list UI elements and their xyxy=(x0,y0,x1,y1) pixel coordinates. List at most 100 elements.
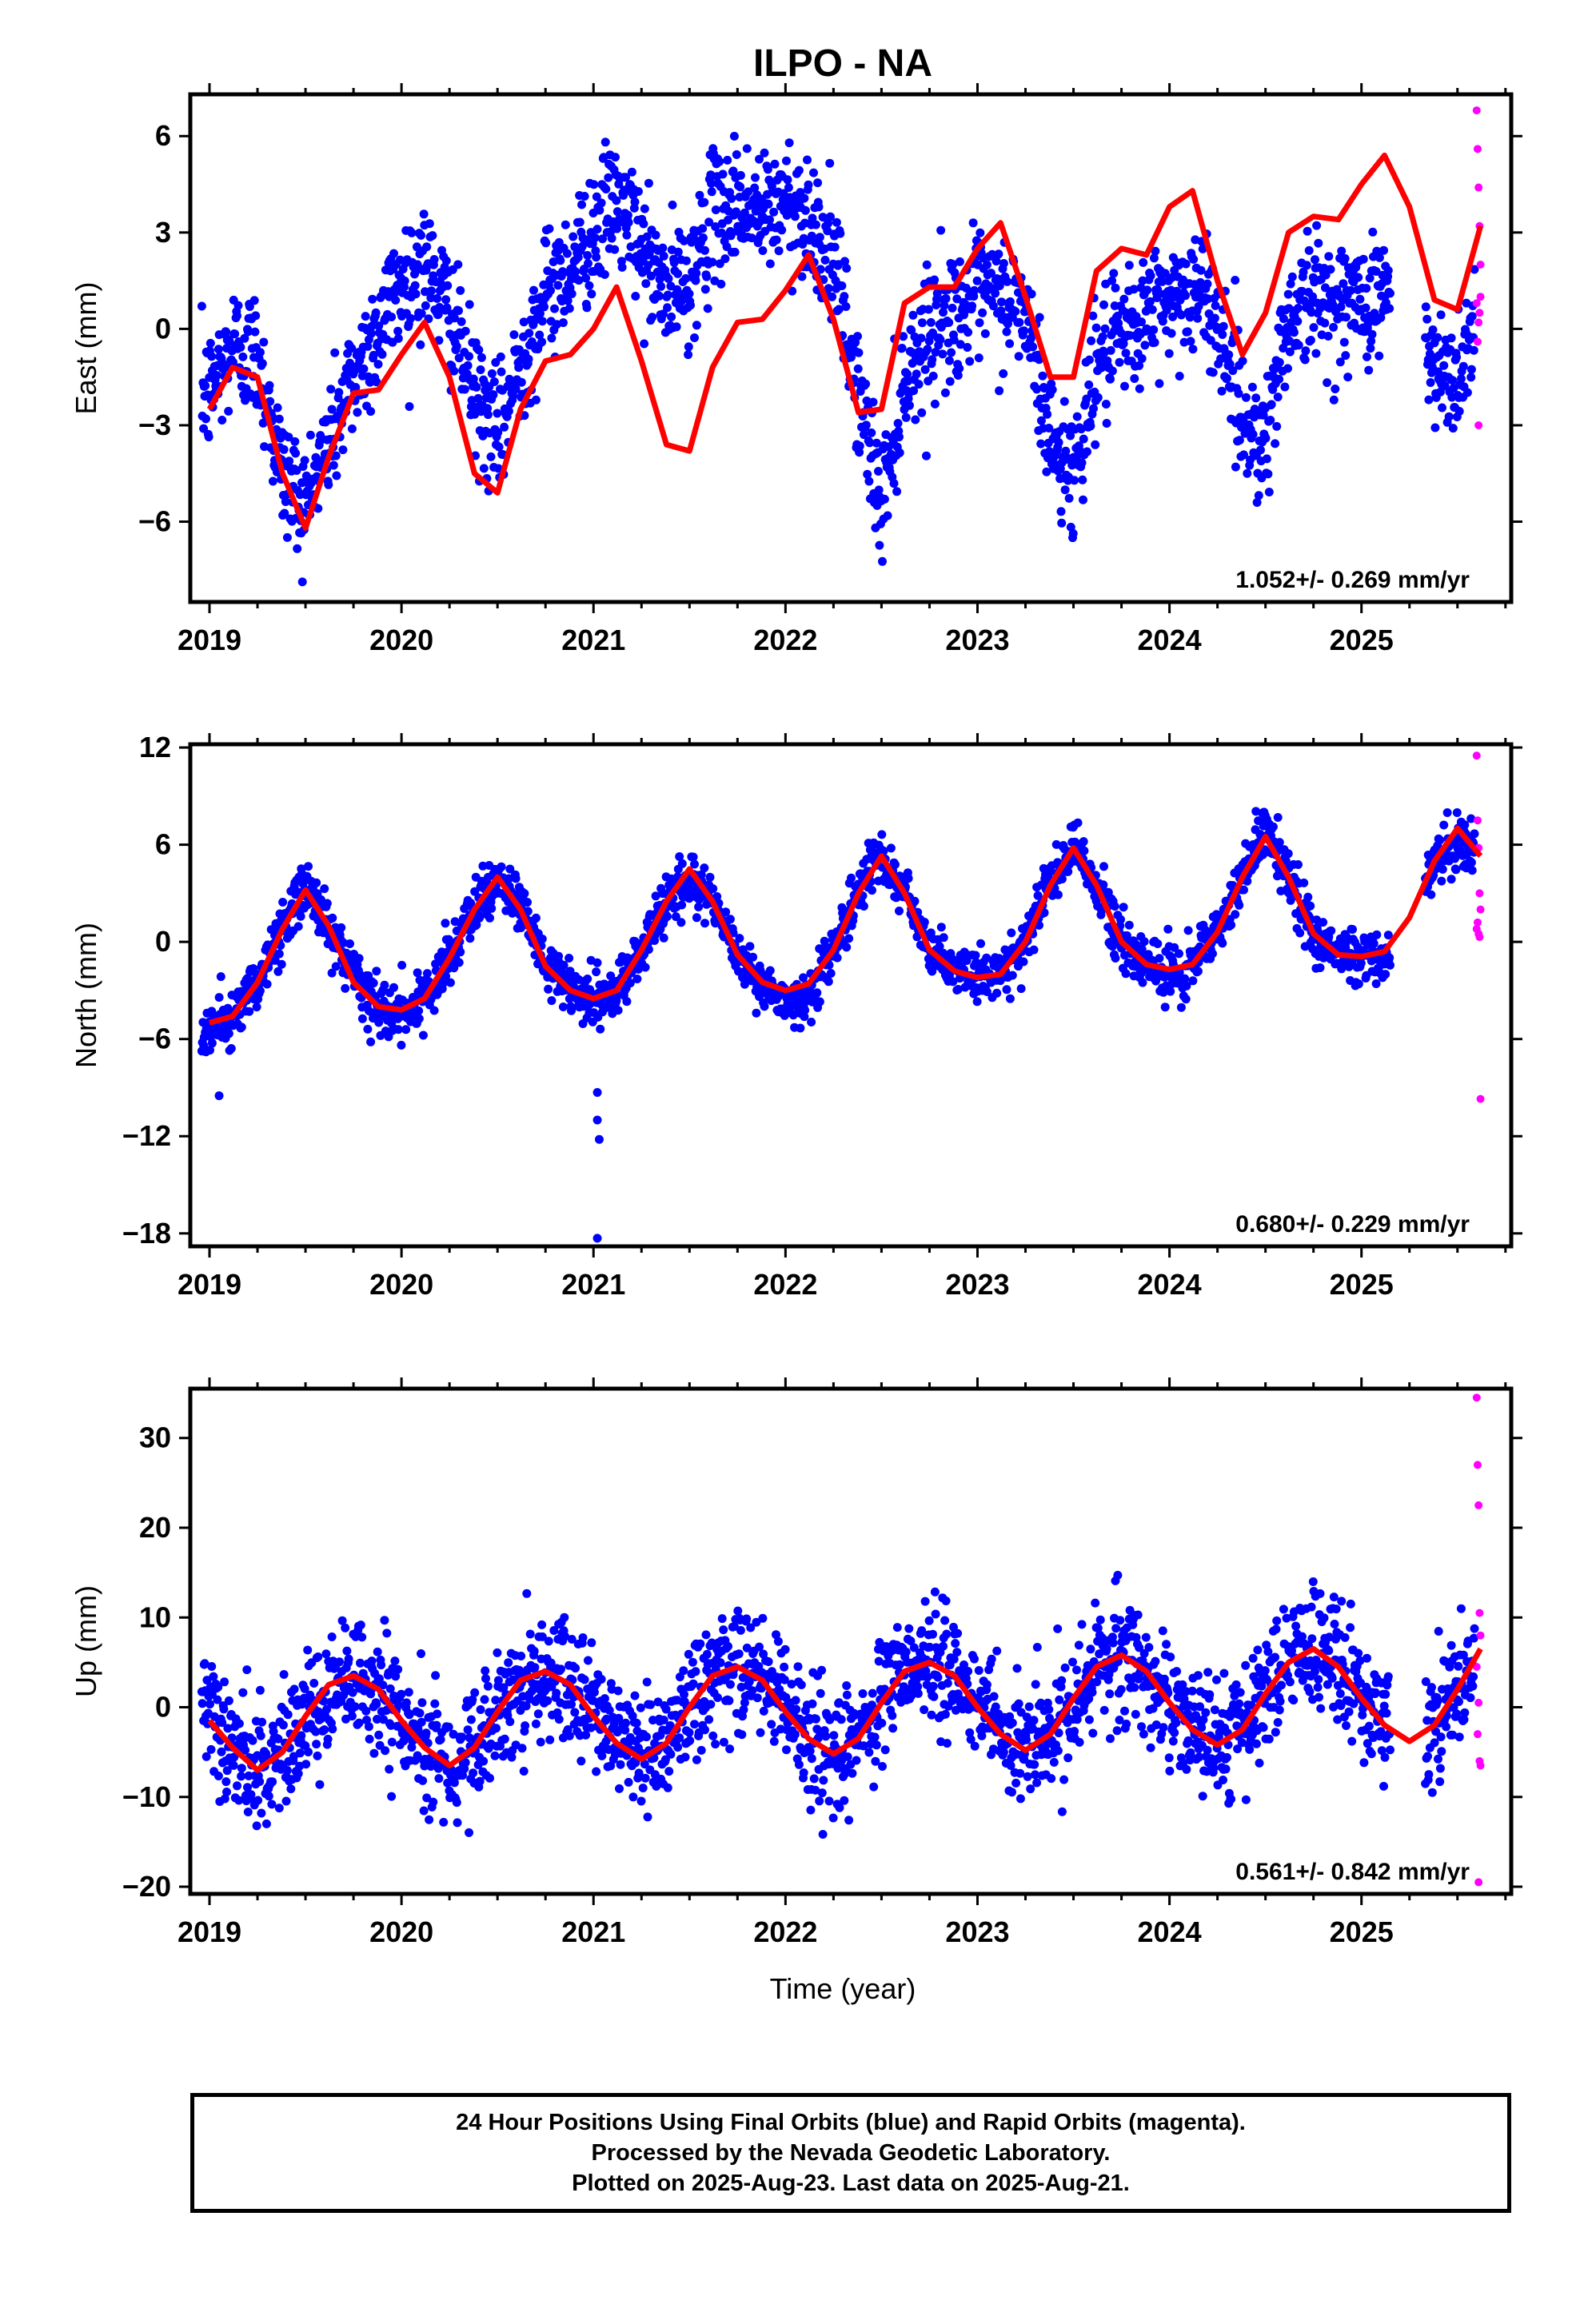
final-orbit-point xyxy=(525,1629,535,1639)
final-orbit-point xyxy=(1163,924,1173,934)
final-orbit-point xyxy=(226,1044,236,1053)
final-orbit-point xyxy=(963,343,972,352)
final-orbit-point xyxy=(582,303,592,313)
rapid-orbit-point xyxy=(1473,918,1482,927)
final-orbit-point xyxy=(341,1623,350,1632)
final-orbit-point xyxy=(558,318,568,328)
final-orbit-point xyxy=(1011,307,1020,317)
final-orbit-point xyxy=(401,1025,411,1034)
final-orbit-point xyxy=(1107,276,1117,285)
final-orbit-point xyxy=(415,1708,425,1718)
final-orbit-point xyxy=(521,1701,531,1711)
final-orbit-point xyxy=(1438,864,1447,874)
final-orbit-outlier xyxy=(214,1091,224,1101)
final-orbit-point xyxy=(246,1790,256,1800)
final-orbit-point xyxy=(700,919,709,928)
final-orbit-point xyxy=(648,313,657,322)
final-orbit-point xyxy=(500,1734,509,1744)
final-orbit-point xyxy=(366,407,376,417)
final-orbit-point xyxy=(677,859,687,868)
final-orbit-point xyxy=(1437,876,1446,886)
final-orbit-point xyxy=(496,352,505,361)
final-orbit-point xyxy=(1208,368,1218,377)
final-orbit-point xyxy=(972,276,982,285)
final-orbit-point xyxy=(285,456,294,466)
final-orbit-point xyxy=(505,1717,515,1727)
final-orbit-point xyxy=(1089,404,1098,413)
final-orbit-point xyxy=(987,269,995,278)
final-orbit-point xyxy=(374,1730,384,1740)
final-orbit-point xyxy=(1359,254,1368,264)
final-orbit-point xyxy=(1367,329,1377,339)
final-orbit-point xyxy=(940,301,949,310)
final-orbit-point xyxy=(1306,336,1315,345)
final-orbit-point xyxy=(707,187,716,197)
final-orbit-point xyxy=(580,192,589,201)
final-orbit-point xyxy=(241,1745,250,1755)
final-orbit-point xyxy=(672,322,681,332)
final-orbit-point xyxy=(1341,351,1351,361)
final-orbit-point xyxy=(476,1705,485,1714)
final-orbit-point xyxy=(522,1589,532,1598)
final-orbit-point xyxy=(1138,978,1147,987)
final-orbit-point xyxy=(677,900,687,910)
final-orbit-point xyxy=(684,289,694,298)
final-orbit-point xyxy=(1082,394,1091,404)
final-orbit-point xyxy=(297,577,307,587)
final-orbit-point xyxy=(468,1695,477,1704)
final-orbit-point xyxy=(1439,820,1449,830)
x-axis-label: Time (year) xyxy=(770,1972,916,2005)
final-orbit-point xyxy=(624,217,633,227)
final-orbit-point xyxy=(596,1024,605,1034)
final-orbit-point xyxy=(1458,361,1468,371)
final-orbit-point xyxy=(242,1665,252,1675)
final-orbit-point xyxy=(663,911,672,921)
y-axis-label: North (mm) xyxy=(70,923,102,1068)
final-orbit-point xyxy=(948,260,958,269)
final-orbit-point xyxy=(278,898,288,907)
final-orbit-point xyxy=(265,397,275,406)
x-tick-label: 2023 xyxy=(945,1268,1009,1301)
final-orbit-point xyxy=(327,405,337,414)
final-orbit-point xyxy=(1049,459,1059,468)
final-orbit-point xyxy=(1068,528,1078,538)
final-orbit-point xyxy=(204,433,213,442)
final-orbit-point xyxy=(692,269,701,278)
plot-area xyxy=(197,106,1485,587)
final-orbit-point xyxy=(712,892,722,901)
final-orbit-point xyxy=(1036,439,1046,448)
final-orbit-point xyxy=(1275,357,1284,367)
final-orbit-point xyxy=(815,997,824,1007)
final-orbit-point xyxy=(1426,378,1435,387)
rapid-orbit-point xyxy=(1476,1094,1485,1103)
plot-area xyxy=(197,1393,1485,1887)
final-orbit-point xyxy=(659,251,668,261)
final-orbit-point xyxy=(371,308,381,317)
final-orbit-point xyxy=(1135,361,1144,370)
final-orbit-point xyxy=(1167,329,1176,338)
final-orbit-point xyxy=(681,256,691,265)
final-orbit-point xyxy=(230,329,240,339)
final-orbit-point xyxy=(1121,349,1131,358)
rapid-orbit-point xyxy=(1472,751,1481,760)
final-orbit-point xyxy=(1137,317,1146,327)
final-orbit-point xyxy=(381,1746,390,1756)
final-orbit-point xyxy=(1304,245,1314,255)
final-orbit-point xyxy=(573,253,583,262)
final-orbit-point xyxy=(530,1663,540,1672)
final-orbit-point xyxy=(465,352,473,361)
final-orbit-point xyxy=(224,1029,233,1038)
final-orbit-point xyxy=(859,430,868,440)
final-orbit-point xyxy=(796,1023,805,1033)
final-orbit-point xyxy=(1324,252,1334,261)
final-orbit-point xyxy=(270,955,280,965)
final-orbit-point xyxy=(456,947,465,957)
final-orbit-point xyxy=(401,1698,411,1708)
final-orbit-point xyxy=(1239,450,1248,460)
final-orbit-point xyxy=(1003,319,1012,329)
final-orbit-point xyxy=(432,1720,441,1730)
final-orbit-point xyxy=(686,301,695,310)
final-orbit-point xyxy=(875,540,884,550)
final-orbit-point xyxy=(1283,289,1293,299)
final-orbit-point xyxy=(229,1760,238,1770)
